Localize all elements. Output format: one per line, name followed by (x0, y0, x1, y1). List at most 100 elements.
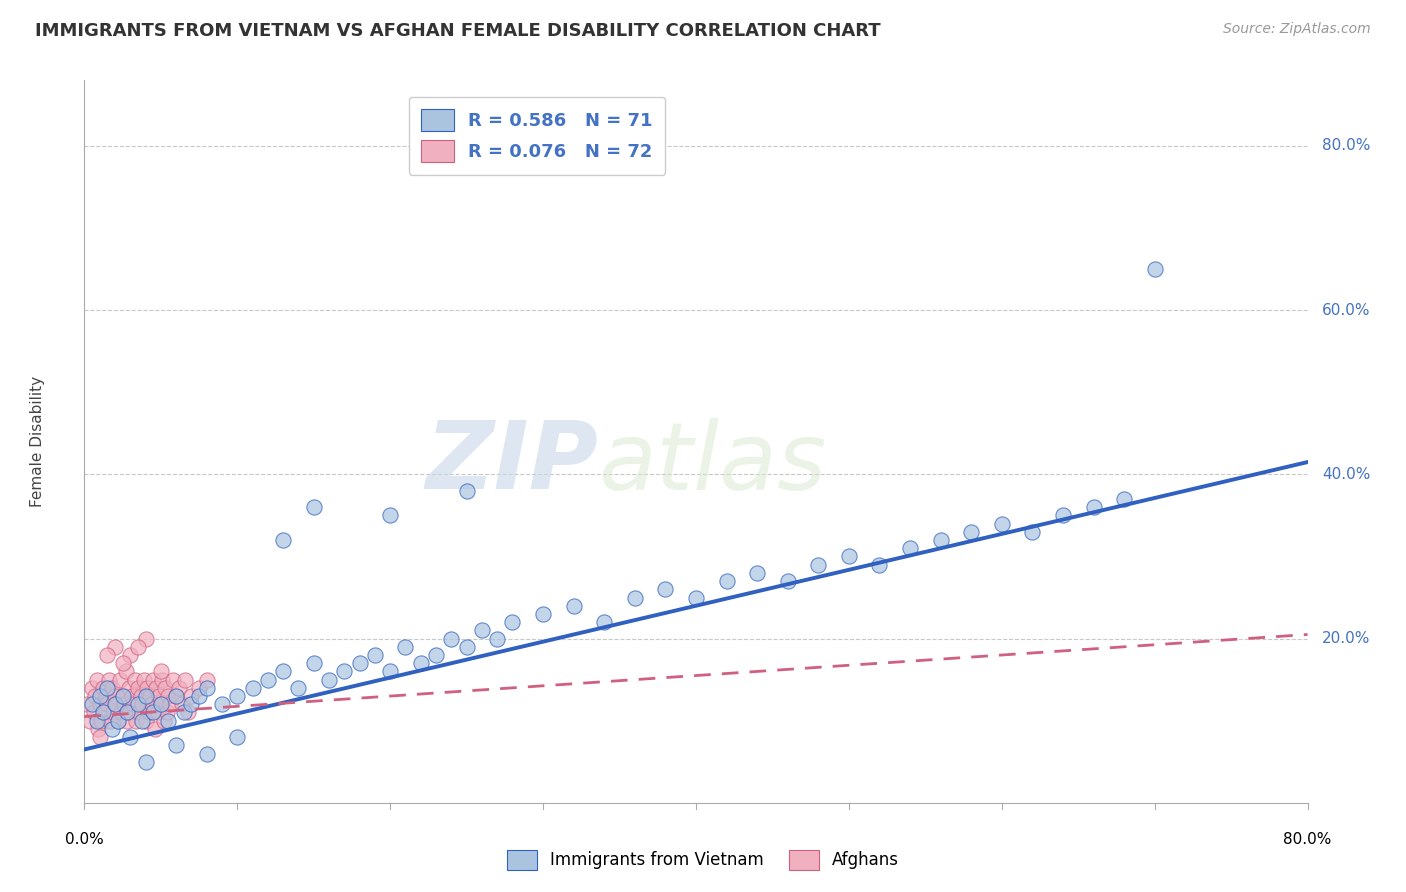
Point (110, 706, 132, 720)
Point (188, 681, 211, 695)
Point (148, 689, 170, 703)
Point (149, 665, 172, 679)
Point (129, 689, 152, 703)
Text: Source: ZipAtlas.com: Source: ZipAtlas.com (1223, 22, 1371, 37)
Point (394, 640, 416, 654)
Point (96, 648, 118, 662)
Point (172, 698, 194, 712)
Point (120, 730, 142, 744)
Point (146, 706, 169, 720)
Point (125, 714, 148, 728)
Point (1143, 262, 1166, 277)
Point (138, 706, 160, 720)
Point (174, 673, 197, 687)
Point (128, 706, 150, 720)
Point (121, 689, 143, 703)
Point (287, 681, 309, 695)
Point (929, 533, 952, 547)
Point (991, 516, 1014, 531)
Point (101, 722, 124, 736)
Point (136, 681, 159, 695)
Point (1021, 524, 1043, 539)
Point (165, 689, 187, 703)
Point (104, 640, 127, 654)
Point (98, 714, 121, 728)
Point (89, 698, 111, 712)
Point (456, 640, 478, 654)
Point (145, 681, 167, 695)
Point (562, 599, 585, 613)
Point (167, 681, 190, 695)
Point (838, 549, 860, 564)
Point (90, 714, 112, 728)
Point (195, 673, 218, 687)
Point (271, 665, 294, 679)
Point (349, 657, 371, 671)
Point (226, 730, 249, 744)
Point (86, 673, 108, 687)
Point (776, 574, 799, 588)
Point (747, 566, 769, 580)
Point (195, 747, 218, 761)
Point (124, 673, 146, 687)
Point (86, 714, 108, 728)
Point (593, 615, 616, 630)
Point (624, 591, 647, 605)
Point (89, 730, 111, 744)
Point (97, 673, 120, 687)
Point (165, 689, 187, 703)
Point (159, 698, 181, 712)
Point (425, 648, 447, 662)
Point (162, 673, 184, 687)
Text: 20.0%: 20.0% (1322, 632, 1371, 646)
Point (103, 706, 125, 720)
Point (440, 632, 463, 646)
Point (114, 665, 136, 679)
Point (89, 689, 111, 703)
Point (177, 706, 200, 720)
Point (80, 698, 103, 712)
Point (380, 508, 402, 523)
Point (165, 739, 187, 753)
Legend: Immigrants from Vietnam, Afghans: Immigrants from Vietnam, Afghans (501, 843, 905, 877)
Point (87, 722, 110, 736)
Point (188, 689, 211, 703)
Point (471, 624, 494, 638)
Point (654, 582, 676, 597)
Point (108, 673, 131, 687)
Point (409, 657, 432, 671)
Point (486, 632, 509, 646)
Point (76, 698, 98, 712)
Point (1114, 491, 1136, 506)
Point (91, 681, 114, 695)
Point (107, 714, 129, 728)
Point (101, 681, 124, 695)
Legend: R = 0.586   N = 71, R = 0.076   N = 72: R = 0.586 N = 71, R = 0.076 N = 72 (409, 96, 665, 175)
Text: IMMIGRANTS FROM VIETNAM VS AFGHAN FEMALE DISABILITY CORRELATION CHART: IMMIGRANTS FROM VIETNAM VS AFGHAN FEMALE… (35, 22, 880, 40)
Point (127, 640, 149, 654)
Point (112, 698, 135, 712)
Text: atlas: atlas (598, 417, 827, 508)
Point (195, 681, 218, 695)
Point (180, 689, 202, 703)
Point (456, 483, 478, 498)
Point (120, 706, 142, 720)
Point (333, 665, 356, 679)
Point (118, 681, 141, 695)
Point (111, 689, 134, 703)
Point (141, 698, 163, 712)
Point (502, 615, 524, 630)
Point (142, 673, 165, 687)
Point (104, 698, 127, 712)
Point (111, 657, 134, 671)
Point (80, 681, 103, 695)
Point (135, 714, 157, 728)
Point (104, 689, 127, 703)
Point (1052, 508, 1074, 523)
Text: 60.0%: 60.0% (1322, 302, 1371, 318)
Point (132, 673, 155, 687)
Point (96, 698, 118, 712)
Point (960, 524, 983, 539)
Point (807, 558, 830, 572)
Point (93, 706, 115, 720)
